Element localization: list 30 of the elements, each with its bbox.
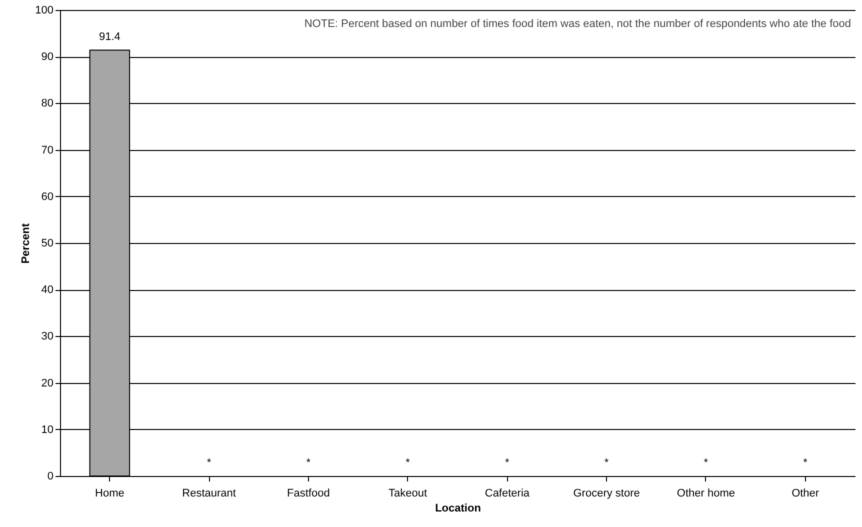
text: * — [604, 457, 609, 469]
text: * — [803, 457, 808, 469]
y-axis-title: Percent — [20, 222, 32, 264]
y-tick-label: 100 — [35, 4, 54, 16]
x-tick-label: Takeout — [388, 488, 428, 500]
x-axis-title: Location — [435, 502, 482, 514]
y-tick-label: 40 — [41, 284, 54, 296]
text: * — [306, 457, 311, 469]
y-tick-label: 90 — [41, 51, 54, 64]
y-tick-label: 20 — [41, 377, 54, 390]
x-tick-label: Other home — [676, 488, 735, 500]
y-tick-label: 10 — [41, 424, 54, 436]
y-tick-label: 60 — [41, 190, 54, 203]
y-tick-label: 70 — [41, 144, 54, 156]
text: * — [206, 457, 212, 469]
text: * — [704, 457, 708, 469]
x-tick-label: Fastfood — [287, 488, 330, 500]
x-tick-label: Grocery store — [573, 488, 640, 500]
data-label: 91.4 — [98, 31, 120, 44]
annotation: NOTE: Percent based on number of times food item was eaten, not the number of respondents who ate the food — [304, 18, 851, 30]
x-tick-label: Home — [95, 488, 124, 500]
x-tick-label: Other — [792, 488, 820, 500]
x-tick-label: Restaurant — [182, 488, 236, 500]
y-tick-label: 0 — [47, 470, 54, 482]
text: * — [505, 457, 510, 469]
y-tick-label: 80 — [41, 98, 54, 110]
y-tick-label: 50 — [41, 238, 54, 250]
x-tick-label: Cafeteria — [484, 488, 530, 500]
text: * — [406, 457, 410, 469]
y-tick-label: 30 — [41, 330, 54, 343]
